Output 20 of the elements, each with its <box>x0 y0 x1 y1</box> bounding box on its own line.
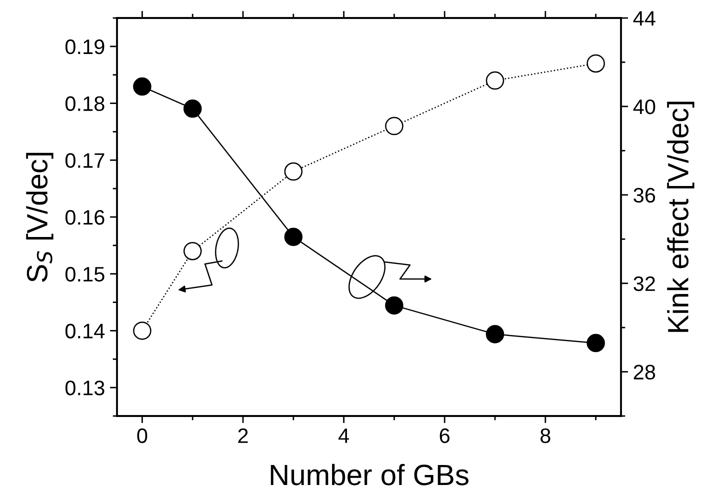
x-tick-label: 2 <box>238 428 248 443</box>
x-tick-label: 4 <box>338 428 349 443</box>
y-tick-label: 0.13 <box>65 380 104 396</box>
x-axis-title: Number of GBs <box>270 464 468 486</box>
y2-tick-label: 44 <box>633 11 656 26</box>
y2-tick-label: 36 <box>634 188 656 203</box>
y2-tick-label: 28 <box>634 364 656 380</box>
x-tick-label: 6 <box>440 428 450 444</box>
y-tick-label: 0.15 <box>65 266 104 282</box>
y-tick-label: 0.18 <box>65 96 104 112</box>
y2-tick-label: 32 <box>634 276 655 292</box>
y-tick-label: 0.16 <box>65 210 104 225</box>
y2-tick-label: 40 <box>633 99 656 114</box>
x-tick-label: 0 <box>137 428 148 444</box>
y-tick-label: 0.17 <box>65 153 104 168</box>
y-axis-title: S$_{S}$ [V/dec] <box>26 152 54 282</box>
y-tick-label: 0.19 <box>65 39 104 54</box>
x-tick-label: 8 <box>540 428 550 444</box>
y-tick-label: 0.14 <box>65 324 105 338</box>
y2-axis-title: Kink effect [V/dec] <box>667 102 694 332</box>
